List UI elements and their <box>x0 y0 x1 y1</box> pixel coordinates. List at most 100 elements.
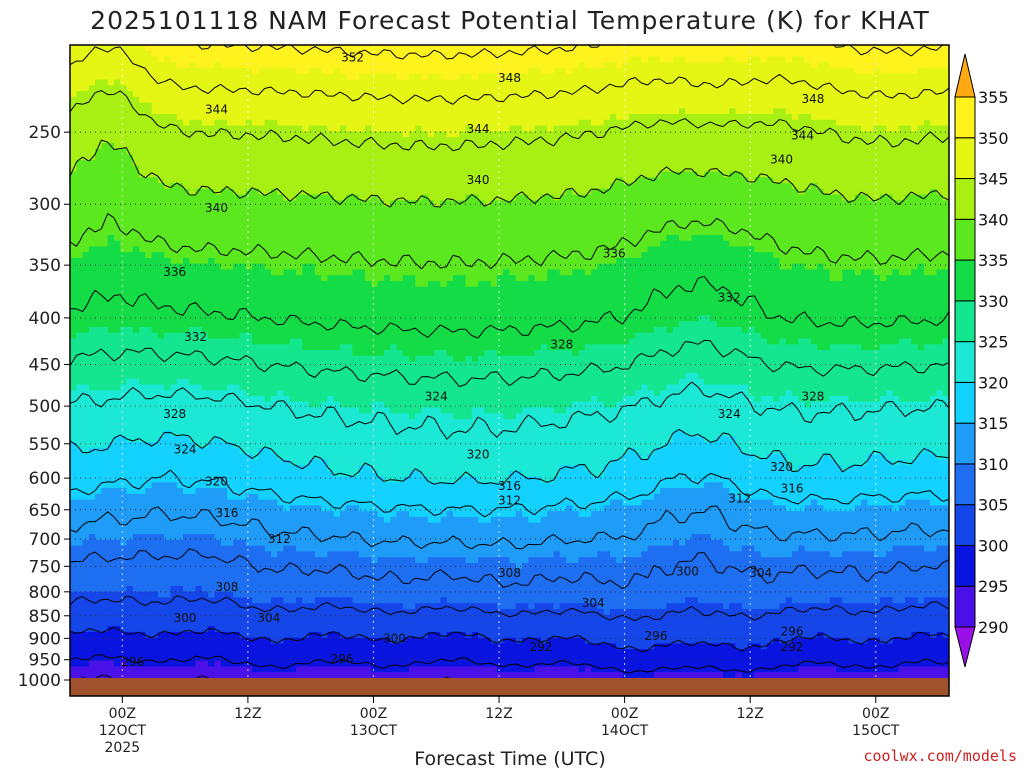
colorbar-label: 305 <box>978 496 1009 515</box>
x-tick-label: 14OCT <box>601 723 649 739</box>
contour-label: 340 <box>467 173 490 187</box>
contour-label: 324 <box>425 389 448 403</box>
contour-label: 296 <box>645 629 668 643</box>
contour-label: 332 <box>184 330 207 344</box>
colorbar-label: 340 <box>978 210 1009 229</box>
plot-frame <box>69 44 950 697</box>
contour-label: 308 <box>216 580 239 594</box>
y-tick-label: 900 <box>29 629 61 649</box>
y-tick-label: 450 <box>29 355 61 375</box>
y-tick-label: 650 <box>29 501 61 521</box>
colorbar-band <box>954 381 976 424</box>
y-tick-label: 250 <box>29 123 61 143</box>
colorbar-band <box>954 463 976 506</box>
contour-line-340 <box>70 139 949 208</box>
x-tick-label: 00Z <box>109 706 136 722</box>
contour-line-300 <box>70 626 949 653</box>
contour-label: 344 <box>791 128 814 142</box>
contour-line-292 <box>81 674 450 679</box>
contour-label: 312 <box>498 494 521 508</box>
y-tick-label: 550 <box>29 435 61 455</box>
contour-label: 304 <box>749 566 772 580</box>
contour-line-316 <box>70 469 949 518</box>
y-tick-label: 300 <box>29 195 61 215</box>
y-tick-label: 950 <box>29 651 61 671</box>
contour-label: 324 <box>718 407 741 421</box>
contour-lines <box>70 45 949 679</box>
contour-label: 292 <box>781 640 804 654</box>
y-tick-label: 750 <box>29 557 61 577</box>
colorbar-label: 315 <box>978 414 1009 433</box>
y-tick-label: 600 <box>29 469 61 489</box>
contour-label: 332 <box>718 291 741 305</box>
contour-label: 320 <box>770 460 793 474</box>
contour-label: 316 <box>216 506 239 520</box>
contour-label: 308 <box>498 566 521 580</box>
contour-label: 316 <box>498 479 521 493</box>
y-tick-label: 500 <box>29 397 61 417</box>
colorbar-label: 355 <box>978 88 1009 107</box>
contour-label: 292 <box>529 640 552 654</box>
contour-label: 348 <box>498 71 521 85</box>
contour-label: 296 <box>121 655 144 669</box>
x-tick-label: 13OCT <box>350 723 398 739</box>
contour-label: 300 <box>174 611 197 625</box>
y-tick-label: 350 <box>29 256 61 276</box>
ground-surface <box>70 678 949 696</box>
colorbar-band <box>954 341 976 383</box>
contour-line-308 <box>70 548 949 590</box>
x-tick-label: 12Z <box>234 706 261 722</box>
x-tick-label: 00Z <box>611 706 638 722</box>
contour-line-332 <box>70 275 949 339</box>
colorbar-extend-low <box>954 626 976 668</box>
contour-label: 344 <box>205 102 228 116</box>
contour-label: 352 <box>341 51 364 65</box>
x-tick-label: 00Z <box>862 706 889 722</box>
y-tick-label: 800 <box>29 583 61 603</box>
x-tick-label: 12Z <box>736 706 763 722</box>
contour-label: 296 <box>331 652 354 666</box>
chart-title: 2025101118 NAM Forecast Potential Temper… <box>90 6 930 35</box>
y-tick-label: 700 <box>29 530 61 550</box>
contour-line-328 <box>70 339 949 388</box>
contour-label: 336 <box>163 265 186 279</box>
colorbar-label: 295 <box>978 577 1009 596</box>
colorbar-band <box>954 504 976 546</box>
colorbar-label: 320 <box>978 373 1009 392</box>
colorbar-label: 290 <box>978 618 1009 637</box>
colorbar-label: 350 <box>978 129 1009 148</box>
contour-line-320 <box>70 428 949 485</box>
contour-label: 324 <box>174 442 197 456</box>
x-tick-label: 00Z <box>360 706 387 722</box>
colorbar: 290 295 300 305 310 315 320 325 330 335 340 345 350 3… <box>954 53 1009 668</box>
contour-line-324 <box>70 381 949 440</box>
colorbar-band <box>954 422 976 465</box>
colorbar-label: 310 <box>978 455 1009 474</box>
colorbar-label: 330 <box>978 292 1009 311</box>
contour-label: 328 <box>802 389 825 403</box>
contour-label: 312 <box>728 492 751 506</box>
contour-label: 304 <box>582 596 605 610</box>
contour-label: 336 <box>603 247 626 261</box>
x-tick-label: 12Z <box>485 706 512 722</box>
y-axis-ticks: 2503003504004505005506006507007508008509… <box>18 123 70 691</box>
colorbar-band <box>954 300 976 343</box>
colorbar-band <box>954 544 976 587</box>
y-tick-label: 850 <box>29 607 61 627</box>
contour-line-296 <box>70 654 949 674</box>
colorbar-band <box>954 585 976 628</box>
contour-label: 328 <box>550 338 573 352</box>
contour-line-344 <box>70 90 949 152</box>
contour-label: 320 <box>467 447 490 461</box>
colorbar-label: 335 <box>978 251 1009 270</box>
contour-label: 320 <box>205 474 228 488</box>
colorbar-extend-high <box>954 53 976 98</box>
colorbar-label: 300 <box>978 536 1009 555</box>
x-tick-label: 2025 <box>105 740 141 756</box>
colorbar-band <box>954 259 976 302</box>
contour-label: 300 <box>383 631 406 645</box>
